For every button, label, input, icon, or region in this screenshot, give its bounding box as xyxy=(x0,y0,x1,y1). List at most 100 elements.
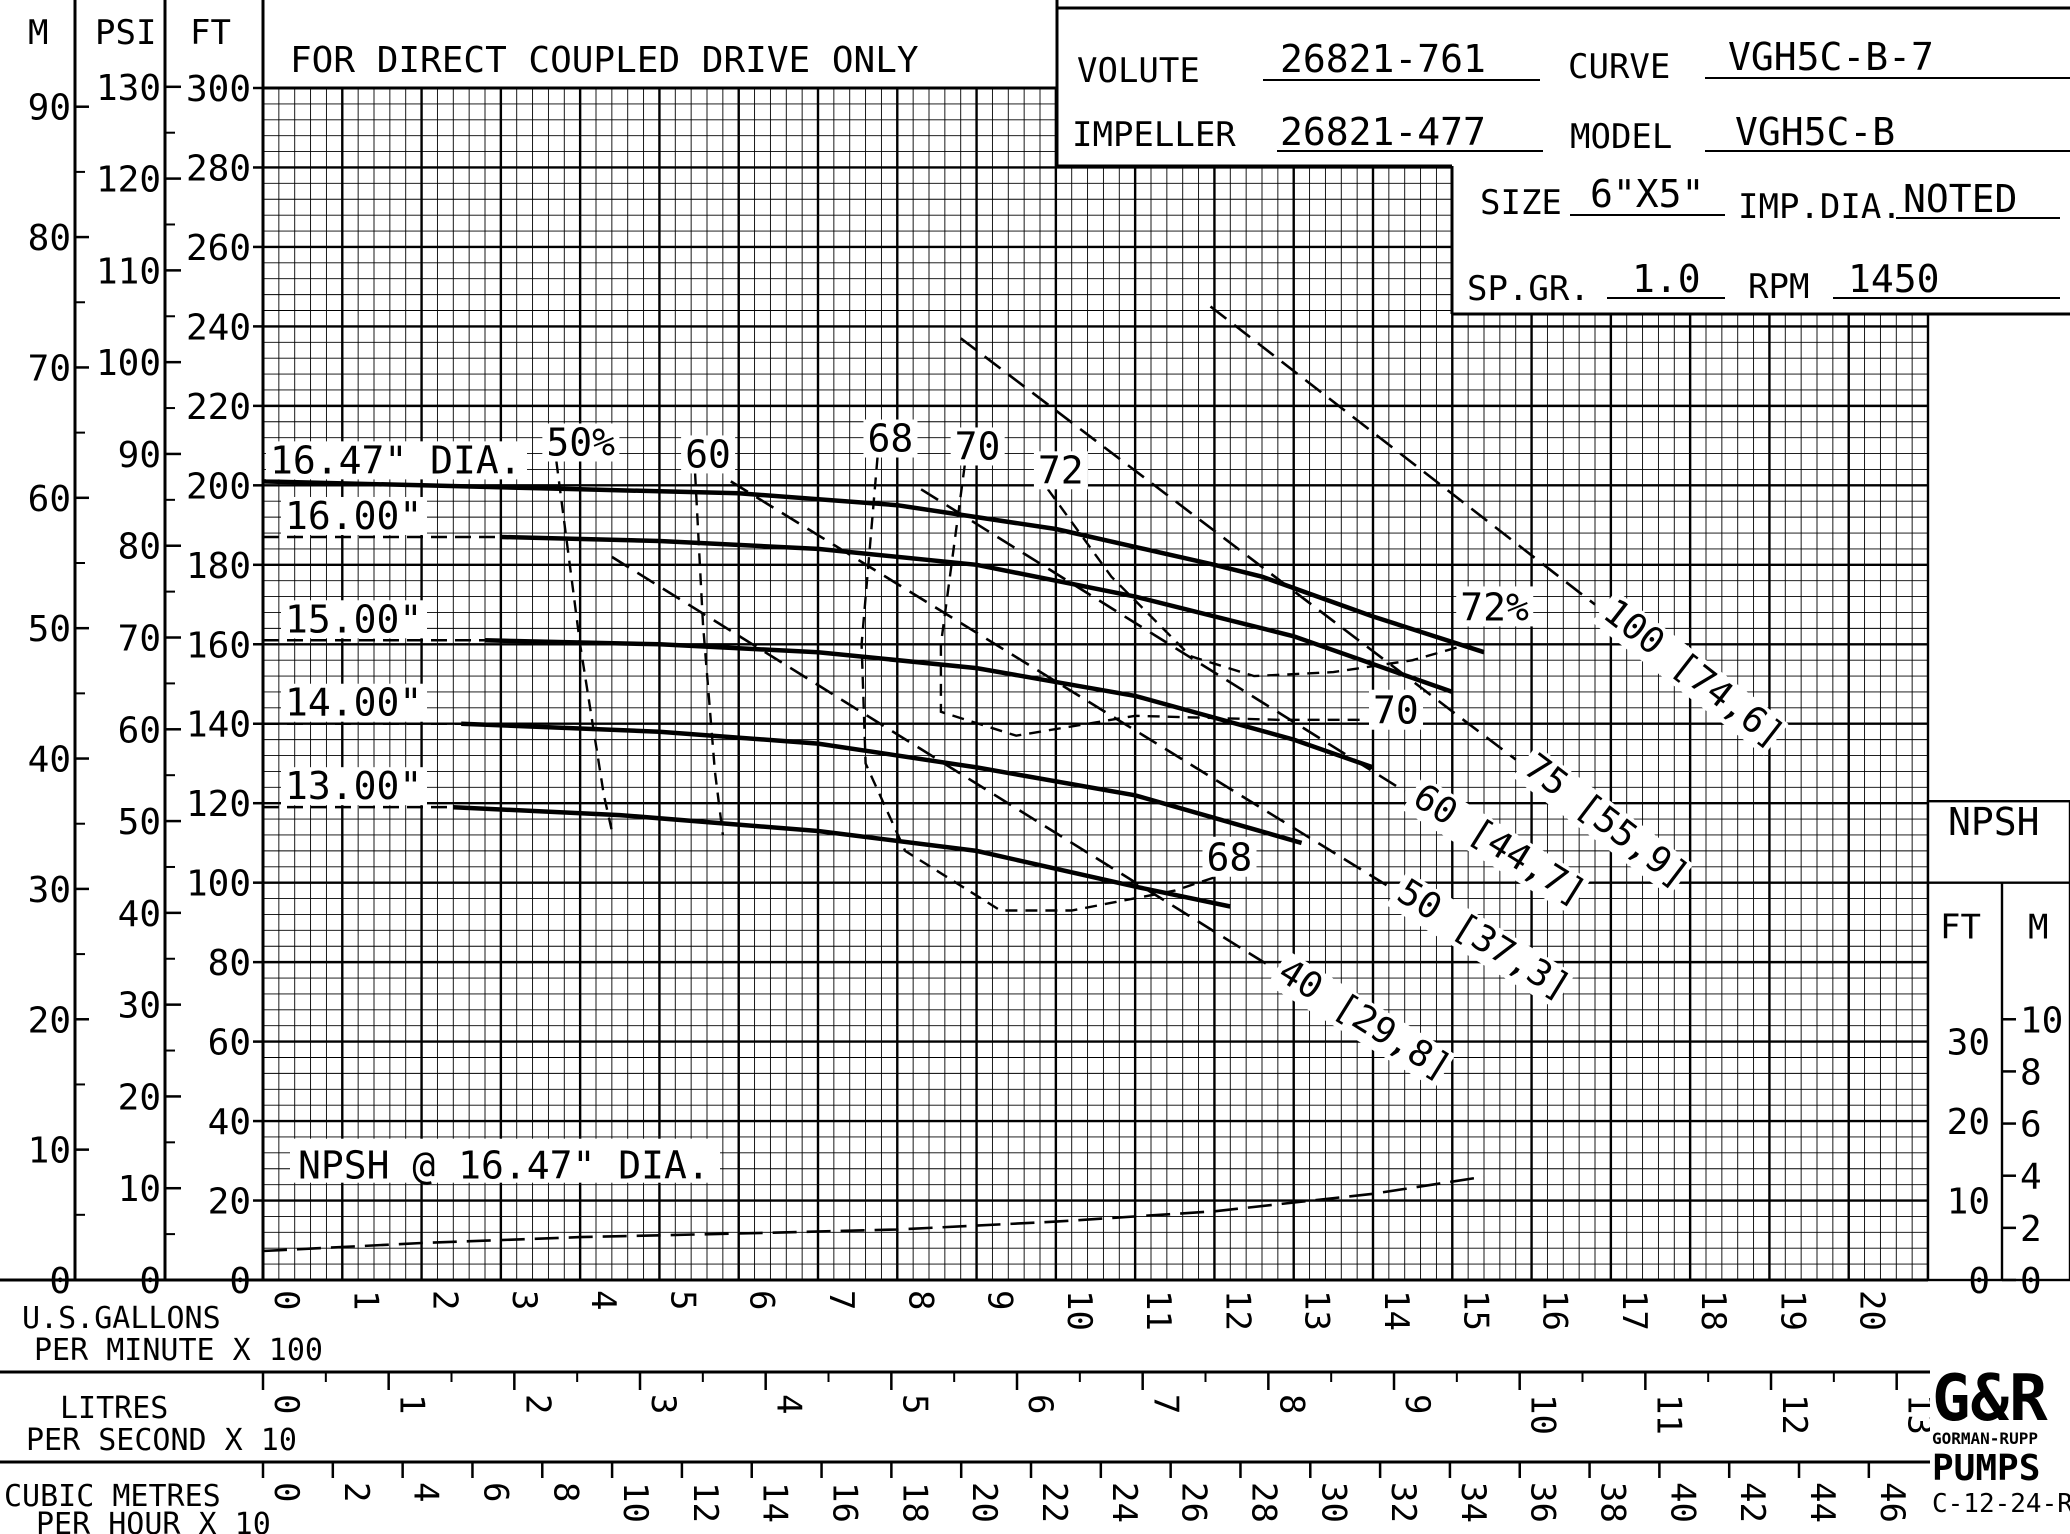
cmh-tick-label: 8 xyxy=(545,1482,585,1502)
ft-axis-title: FT xyxy=(190,13,231,53)
hp-label-background xyxy=(1591,590,1789,756)
impdia-label: IMP.DIA. xyxy=(1738,187,1902,227)
lps-tick-label: 6 xyxy=(1020,1394,1060,1414)
psi-tick-label: 120 xyxy=(96,160,161,201)
cmh-tick-label: 42 xyxy=(1732,1482,1772,1523)
head-curve-label: 13.00" xyxy=(285,764,422,808)
npsh-ft-tick-label: 20 xyxy=(1947,1102,1990,1143)
psi-tick-label: 90 xyxy=(118,435,161,476)
npsh-curve-label: NPSH @ 16.47" DIA. xyxy=(298,1144,710,1188)
efficiency-label-background xyxy=(1033,451,1088,490)
gpm-tick-label: 14 xyxy=(1376,1290,1416,1331)
gpm-tick-label: 0 xyxy=(266,1290,306,1310)
ft-tick-label: 180 xyxy=(186,546,251,587)
m-tick-label: 90 xyxy=(28,88,71,129)
psi-axis-title: PSI xyxy=(95,13,156,53)
ft-tick-label: 60 xyxy=(208,1023,251,1064)
gpm-axis-subtitle: PER MINUTE X 100 xyxy=(34,1333,323,1368)
psi-tick-label: 60 xyxy=(118,710,161,751)
efficiency-end-label-background xyxy=(1369,689,1423,730)
gpm-axis-title: U.S.GALLONS xyxy=(22,1301,221,1336)
lps-tick-label: 2 xyxy=(517,1394,557,1414)
npsh-curve xyxy=(262,1175,1485,1253)
cmh-tick-label: 18 xyxy=(894,1482,934,1523)
head-label-background xyxy=(281,683,427,722)
lps-tick-label: 7 xyxy=(1146,1394,1186,1414)
m-tick-label: 80 xyxy=(28,218,71,259)
efficiency-label-background xyxy=(542,423,620,462)
model-value: VGH5C-B xyxy=(1735,110,1895,154)
hp-label: 100 [74,6] xyxy=(1595,591,1791,756)
gpm-tick-label: 8 xyxy=(900,1290,940,1310)
cmh-axis-subtitle: PER HOUR X 10 xyxy=(36,1507,271,1534)
efficiency-curve xyxy=(555,461,614,832)
impdia-value: NOTED xyxy=(1903,177,2017,221)
npsh-axis-title: NPSH xyxy=(1948,800,2040,844)
gpm-tick-label: 18 xyxy=(1693,1290,1733,1331)
m-tick-label: 40 xyxy=(28,740,71,781)
gpm-tick-label: 12 xyxy=(1217,1290,1257,1331)
logo-pumps: PUMPS xyxy=(1932,1448,2040,1489)
cmh-tick-label: 12 xyxy=(685,1482,725,1523)
head-label-background xyxy=(281,600,427,639)
efficiency-label-background xyxy=(950,427,1005,466)
npsh-m-tick-label: 0 xyxy=(2020,1261,2042,1302)
gpm-tick-label: 3 xyxy=(504,1290,544,1310)
ft-tick-label: 120 xyxy=(186,784,251,825)
gpm-tick-label: 17 xyxy=(1614,1290,1654,1331)
head-curve xyxy=(500,534,1454,695)
hp-line xyxy=(1209,305,1596,606)
m-tick-label: 30 xyxy=(28,870,71,911)
m-tick-label: 70 xyxy=(28,348,71,389)
cmh-tick-label: 4 xyxy=(406,1482,446,1502)
efficiency-label: 50% xyxy=(546,420,615,464)
efficiency-end-label: 72% xyxy=(1460,585,1529,629)
lps-tick-label: 8 xyxy=(1271,1394,1311,1414)
gorman-rupp-logo: G&R GORMAN-RUPP PUMPS C-12-24-R xyxy=(1930,1362,2070,1519)
efficiency-end-label: 68 xyxy=(1207,836,1253,880)
logo-company: GORMAN-RUPP xyxy=(1932,1429,2038,1448)
hp-line xyxy=(959,337,1517,761)
gpm-tick-label: 10 xyxy=(1059,1290,1099,1331)
gpm-tick-label: 6 xyxy=(742,1290,782,1310)
efficiency-label-background xyxy=(681,435,736,474)
efficiency-curve xyxy=(1046,488,1469,678)
cmh-tick-label: 40 xyxy=(1662,1482,1702,1523)
psi-tick-label: 80 xyxy=(118,527,161,568)
lps-tick-label: 4 xyxy=(769,1394,809,1414)
head-curve xyxy=(262,479,1485,655)
gpm-tick-label: 15 xyxy=(1455,1290,1495,1331)
head-curve xyxy=(453,804,1231,909)
ft-tick-label: 20 xyxy=(208,1182,251,1223)
gpm-tick-label: 4 xyxy=(583,1290,623,1310)
npsh-m-tick-label: 2 xyxy=(2020,1209,2042,1250)
efficiency-curve xyxy=(693,473,725,836)
size-label: SIZE xyxy=(1480,183,1562,223)
npsh-ft-title: FT xyxy=(1940,907,1981,947)
npsh-ft-tick-label: 10 xyxy=(1947,1182,1990,1223)
psi-tick-label: 10 xyxy=(118,1169,161,1210)
psi-tick-label: 0 xyxy=(139,1261,161,1302)
cmh-tick-label: 34 xyxy=(1453,1482,1493,1523)
m-tick-label: 10 xyxy=(28,1131,71,1172)
hp-line xyxy=(920,488,1406,793)
psi-tick-label: 40 xyxy=(118,894,161,935)
header-block: FOR DIRECT COUPLED DRIVE ONLY VOLUTE 268… xyxy=(261,0,2070,1280)
cmh-tick-label: 46 xyxy=(1872,1482,1912,1523)
direct-drive-note: FOR DIRECT COUPLED DRIVE ONLY xyxy=(290,40,919,81)
npsh-m-title: M xyxy=(2028,907,2048,947)
gpm-tick-label: 2 xyxy=(425,1290,465,1310)
cmh-tick-label: 36 xyxy=(1523,1482,1563,1523)
impeller-label: IMPELLER xyxy=(1072,115,1236,155)
ft-tick-label: 140 xyxy=(186,705,251,746)
efficiency-label-background xyxy=(863,419,918,458)
ft-tick-label: 160 xyxy=(186,625,251,666)
npsh-panel xyxy=(1926,800,2070,1282)
gpm-tick-label: 9 xyxy=(980,1290,1020,1310)
gpm-tick-label: 19 xyxy=(1772,1290,1812,1331)
lps-tick-label: 10 xyxy=(1523,1394,1563,1435)
model-label: MODEL xyxy=(1570,117,1672,157)
cmh-tick-label: 28 xyxy=(1243,1482,1283,1523)
